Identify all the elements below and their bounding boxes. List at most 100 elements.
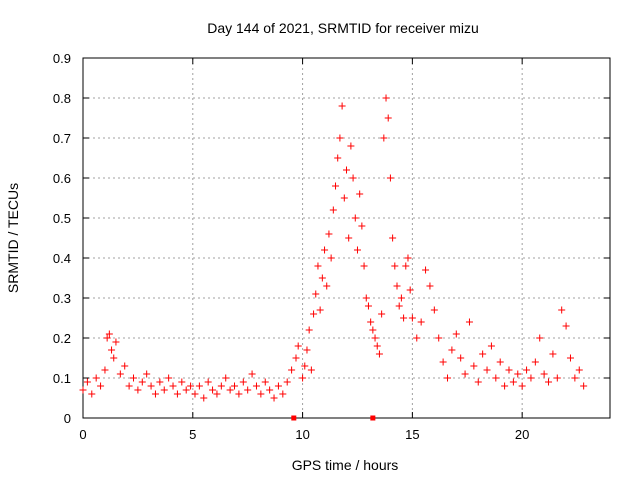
data-point [505, 366, 513, 374]
data-point [323, 282, 331, 290]
data-point [97, 382, 105, 390]
data-point [531, 358, 539, 366]
data-point [391, 262, 399, 270]
x-tick-label: 10 [295, 427, 309, 442]
data-point [444, 374, 452, 382]
data-point [130, 374, 138, 382]
data-point [134, 386, 142, 394]
axis-marker [291, 415, 297, 421]
data-point [465, 318, 473, 326]
plot-frame [82, 57, 611, 419]
data-point [514, 370, 522, 378]
data-point [378, 310, 386, 318]
data-point [553, 374, 561, 382]
data-point [345, 234, 353, 242]
data-point [329, 206, 337, 214]
data-point [279, 390, 287, 398]
data-point [88, 390, 96, 398]
data-point [492, 374, 500, 382]
data-point [274, 382, 282, 390]
data-point [457, 354, 465, 362]
data-point [527, 374, 535, 382]
data-point [426, 282, 434, 290]
data-point [375, 350, 383, 358]
data-point [452, 330, 460, 338]
data-point [151, 390, 159, 398]
data-point [362, 294, 370, 302]
data-point [303, 346, 311, 354]
data-point [470, 362, 478, 370]
data-point [173, 390, 181, 398]
data-point [138, 378, 146, 386]
data-point [461, 370, 469, 378]
data-point [213, 390, 221, 398]
data-point [222, 374, 230, 382]
data-point [360, 262, 368, 270]
data-point [413, 334, 421, 342]
data-point [386, 174, 394, 182]
data-point [294, 342, 302, 350]
data-point [305, 326, 313, 334]
data-point [321, 246, 329, 254]
data-point [121, 362, 129, 370]
data-point [191, 390, 199, 398]
data-point [336, 134, 344, 142]
data-point [397, 294, 405, 302]
x-tick-label: 20 [515, 427, 529, 442]
data-point [496, 358, 504, 366]
x-axis-title: GPS time / hours [292, 457, 399, 473]
data-point [523, 366, 531, 374]
data-point [483, 366, 491, 374]
data-point [169, 382, 177, 390]
chart-title: Day 144 of 2021, SRMTID for receiver miz… [207, 20, 479, 36]
data-point [204, 378, 212, 386]
y-tick-label: 0.9 [53, 51, 71, 66]
data-point [367, 318, 375, 326]
data-point [79, 386, 87, 394]
data-point [235, 390, 243, 398]
data-point [400, 314, 408, 322]
data-point [83, 378, 91, 386]
data-point [125, 382, 133, 390]
data-point [389, 234, 397, 242]
y-tick-label: 0.2 [53, 331, 71, 346]
data-point [248, 370, 256, 378]
data-point [474, 378, 482, 386]
data-point [312, 290, 320, 298]
data-point [318, 274, 326, 282]
data-point [351, 214, 359, 222]
data-point [327, 254, 335, 262]
data-point [112, 338, 120, 346]
data-point [430, 306, 438, 314]
data-point [252, 382, 260, 390]
data-point [143, 370, 151, 378]
axis-marker [370, 415, 376, 421]
data-point [288, 366, 296, 374]
data-point [545, 378, 553, 386]
data-point [299, 374, 307, 382]
data-point [356, 190, 364, 198]
data-point [358, 222, 366, 230]
grid [83, 58, 610, 418]
data-point [509, 378, 517, 386]
data-point [369, 326, 377, 334]
data-point [334, 154, 342, 162]
data-point [195, 382, 203, 390]
data-point [200, 394, 208, 402]
data-point [575, 366, 583, 374]
y-axis-title: SRMTID / TECUs [5, 183, 21, 293]
y-tick-label: 0.4 [53, 251, 71, 266]
data-point [408, 314, 416, 322]
data-point [261, 378, 269, 386]
data-point [580, 382, 588, 390]
data-point [231, 382, 239, 390]
data-point [448, 346, 456, 354]
data-point [404, 254, 412, 262]
data-point [301, 362, 309, 370]
y-tick-label: 0.5 [53, 211, 71, 226]
data-point [562, 322, 570, 330]
data-point [406, 286, 414, 294]
data-point [110, 354, 118, 362]
data-point [566, 354, 574, 362]
